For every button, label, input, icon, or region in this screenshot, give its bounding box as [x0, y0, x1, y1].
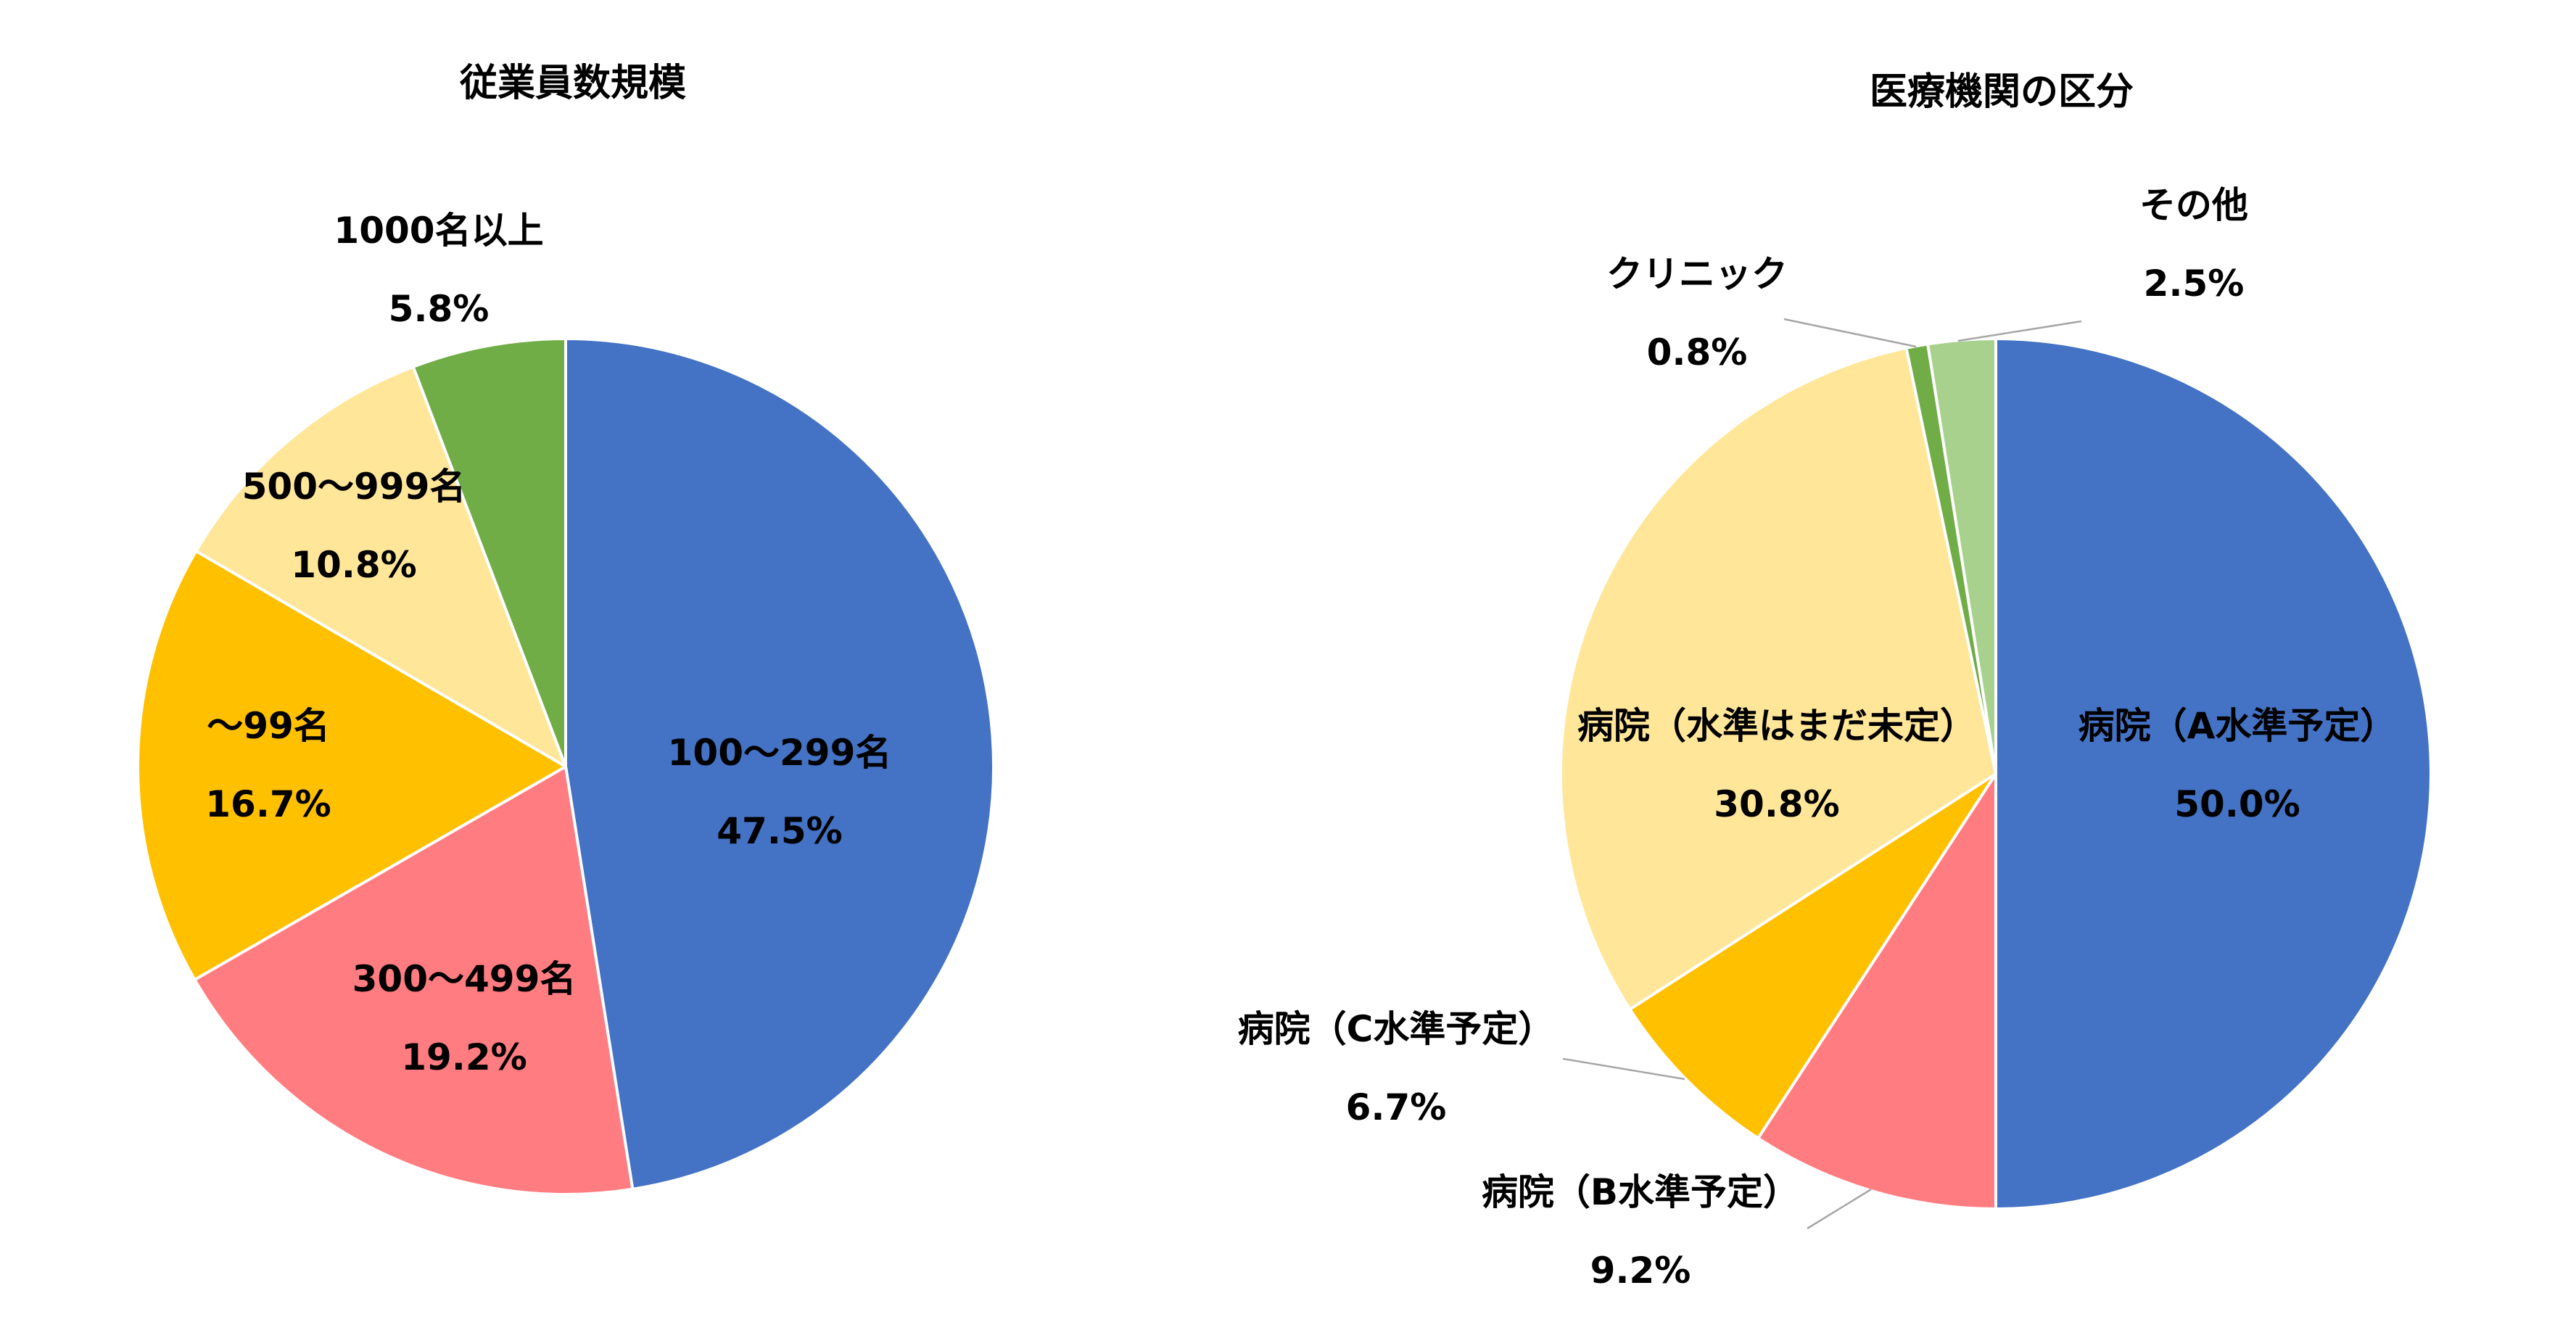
slice-category-label: 500〜999名 — [242, 466, 466, 508]
slice-labels: 病院（A水準予定） 50.0% 病院（B水準予定） 9.2% 病院（C水準予定） 6.7%… — [1238, 184, 2397, 1292]
slice-value-label: 10.8% — [291, 544, 416, 586]
pie-slice — [1628, 772, 1997, 1140]
slice-category-label: 病院（水準はまだ未定） — [1577, 705, 1976, 747]
pie-slice — [1756, 772, 1997, 1210]
slice-category-label: 〜99名 — [207, 705, 330, 747]
slice-category-label: 1000名以上 — [334, 210, 543, 252]
pie-slice — [136, 549, 567, 981]
slice-category-label: クリニック — [1606, 253, 1788, 295]
slice-value-label: 16.7% — [205, 783, 331, 825]
leader-lines — [1562, 318, 2082, 1230]
slice-category-label: 300〜499名 — [352, 958, 577, 1000]
slice-category-label: 病院（B水準予定） — [1482, 1171, 1799, 1213]
slice-value-label: 0.8% — [1647, 331, 1748, 373]
pie-slices — [136, 337, 996, 1196]
leader-line — [1783, 318, 1917, 348]
pie-slice — [411, 337, 567, 768]
slice-category-label: 病院（C水準予定） — [1238, 1008, 1555, 1050]
leader-line — [1807, 1188, 1872, 1230]
pie-slice — [564, 337, 996, 1191]
chart-title-employee-size: 従業員数規模 — [459, 62, 686, 105]
slice-value-label: 9.2% — [1590, 1250, 1691, 1292]
institution-category-pie-chart: 医療機関の区分 病院（A水準予定） 50.0% 病院（B水準予定） 9.2% 病院（C水… — [1238, 70, 2432, 1292]
pie-slice — [1994, 337, 2432, 1210]
slice-value-label: 47.5% — [717, 810, 842, 852]
slice-value-label: 2.5% — [2144, 263, 2245, 305]
slice-value-label: 5.8% — [389, 288, 490, 330]
leader-line — [1957, 320, 2082, 342]
pie-slice — [194, 365, 567, 768]
slice-value-label: 50.0% — [2174, 783, 2300, 825]
slice-labels: 100〜299名 47.5% 300〜499名 19.2% 〜99名 16.7% 500〜9… — [205, 210, 891, 1078]
slice-value-label: 30.8% — [1714, 783, 1839, 825]
slice-category-label: 病院（A水準予定） — [2078, 705, 2397, 747]
slice-category-label: 100〜299名 — [668, 732, 892, 774]
slice-category-label: その他 — [2139, 184, 2248, 226]
pie-slices — [1559, 337, 2432, 1210]
slice-value-label: 19.2% — [401, 1036, 527, 1078]
employee-size-pie-chart: 従業員数規模 100〜299名 47.5% 300〜499名 19.2% 〜99名 16.… — [136, 62, 996, 1196]
pie-slice — [193, 765, 635, 1196]
pie-slice — [1559, 346, 1997, 1011]
slice-value-label: 6.7% — [1346, 1086, 1447, 1128]
leader-line — [1562, 1057, 1685, 1081]
chart-title-institution-category: 医療機関の区分 — [1870, 70, 2134, 114]
